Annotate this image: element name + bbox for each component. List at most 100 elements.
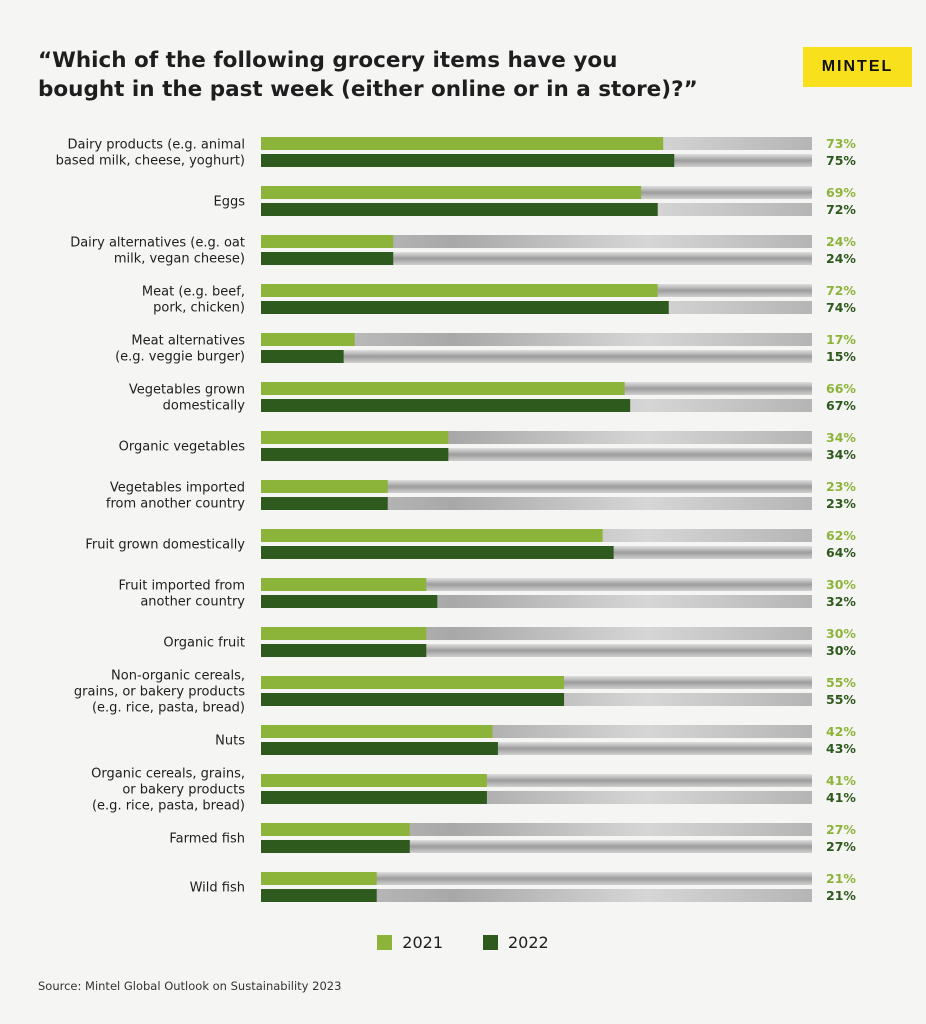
category-label-13: Organic cereals, grains, or bakery produc… (91, 767, 245, 814)
bar-track (261, 252, 812, 265)
bar-2022-14 (261, 840, 410, 853)
category-label-12: Nuts (215, 734, 245, 749)
category-label-3: Meat (e.g. beef, pork, chicken) (142, 285, 245, 316)
bar-2022-3 (261, 301, 669, 314)
bar-track (261, 872, 812, 885)
value-label-2022-9: 32% (826, 594, 856, 609)
value-label-2022-10: 30% (826, 643, 856, 658)
category-label-1: Eggs (214, 195, 246, 210)
bar-2022-13 (261, 791, 487, 804)
bar-2022-2 (261, 252, 394, 265)
value-label-2022-11: 55% (826, 692, 856, 707)
value-label-2021-13: 41% (826, 773, 856, 788)
bar-track (261, 333, 812, 346)
bar-2022-7 (261, 497, 388, 510)
category-label-8: Fruit grown domestically (85, 538, 245, 553)
bar-2021-12 (261, 725, 493, 738)
value-label-2021-3: 72% (826, 283, 856, 298)
bar-2022-6 (261, 448, 449, 461)
bar-2022-9 (261, 595, 438, 608)
bar-2021-15 (261, 872, 377, 885)
category-label-14: Farmed fish (169, 832, 245, 847)
category-label-7: Vegetables imported from another country (106, 481, 245, 512)
legend-item-2022: 2022 (483, 933, 549, 952)
value-label-2021-14: 27% (826, 822, 856, 837)
value-label-2021-9: 30% (826, 577, 856, 592)
value-label-2021-5: 66% (826, 381, 856, 396)
bar-2022-11 (261, 693, 565, 706)
value-label-2022-13: 41% (826, 790, 856, 805)
category-label-10: Organic fruit (163, 636, 245, 651)
bar-2022-4 (261, 350, 344, 363)
value-label-2022-14: 27% (826, 839, 856, 854)
mintel-logo: MINTEL (803, 47, 912, 87)
value-label-2022-3: 74% (826, 300, 856, 315)
value-label-2021-10: 30% (826, 626, 856, 641)
bar-track (261, 235, 812, 248)
bar-2021-4 (261, 333, 355, 346)
bar-2022-10 (261, 644, 427, 657)
bar-2021-2 (261, 235, 394, 248)
value-label-2022-4: 15% (826, 349, 856, 364)
value-label-2022-1: 72% (826, 202, 856, 217)
category-label-5: Vegetables grown domestically (129, 383, 245, 414)
value-label-2021-8: 62% (826, 528, 856, 543)
bar-2021-13 (261, 774, 487, 787)
value-label-2021-1: 69% (826, 185, 856, 200)
bar-2021-14 (261, 823, 410, 836)
bar-track (261, 350, 812, 363)
legend-label-2021: 2021 (402, 933, 443, 952)
bar-2022-15 (261, 889, 377, 902)
value-label-2021-6: 34% (826, 430, 856, 445)
value-label-2021-2: 24% (826, 234, 856, 249)
value-label-2022-15: 21% (826, 888, 856, 903)
bar-2022-8 (261, 546, 614, 559)
value-label-2022-7: 23% (826, 496, 856, 511)
bar-2021-6 (261, 431, 449, 444)
category-label-2: Dairy alternatives (e.g. oat milk, vegan … (70, 236, 245, 267)
bar-2021-0 (261, 137, 664, 150)
bar-track (261, 889, 812, 902)
category-label-0: Dairy products (e.g. animal based milk, c… (56, 138, 245, 169)
bar-2022-12 (261, 742, 498, 755)
legend: 2021 2022 (0, 933, 926, 952)
bar-2022-1 (261, 203, 658, 216)
value-label-2022-6: 34% (826, 447, 856, 462)
bar-2021-1 (261, 186, 642, 199)
category-label-9: Fruit imported from another country (118, 579, 245, 610)
value-label-2021-12: 42% (826, 724, 856, 739)
legend-swatch-2022 (483, 935, 498, 950)
source-note: Source: Mintel Global Outlook on Sustain… (38, 979, 342, 993)
value-label-2021-0: 73% (826, 136, 856, 151)
bar-track (261, 497, 812, 510)
bar-2021-9 (261, 578, 427, 591)
value-label-2022-2: 24% (826, 251, 856, 266)
chart-title: “Which of the following grocery items ha… (38, 48, 698, 102)
bar-2021-7 (261, 480, 388, 493)
value-label-2021-15: 21% (826, 871, 856, 886)
bar-2022-5 (261, 399, 631, 412)
legend-label-2022: 2022 (508, 933, 549, 952)
bar-chart: 73% 75% Dairy products (e.g. animal based m… (56, 136, 857, 903)
value-label-2022-5: 67% (826, 398, 856, 413)
legend-swatch-2021 (377, 935, 393, 950)
category-label-4: Meat alternatives (e.g. veggie burger) (115, 334, 245, 365)
value-label-2021-4: 17% (826, 332, 856, 347)
legend-item-2021: 2021 (377, 933, 443, 952)
category-label-15: Wild fish (190, 881, 245, 896)
value-label-2021-7: 23% (826, 479, 856, 494)
bar-2021-3 (261, 284, 658, 297)
value-label-2022-0: 75% (826, 153, 856, 168)
value-label-2022-8: 64% (826, 545, 856, 560)
bar-2022-0 (261, 154, 675, 167)
value-label-2022-12: 43% (826, 741, 856, 756)
bar-track (261, 480, 812, 493)
value-label-2021-11: 55% (826, 675, 856, 690)
bar-2021-8 (261, 529, 603, 542)
grocery-photo-background (261, 137, 812, 902)
bar-2021-10 (261, 627, 427, 640)
bar-2021-11 (261, 676, 565, 689)
category-label-6: Organic vegetables (119, 440, 246, 455)
category-label-11: Non-organic cereals, grains, or bakery pr… (74, 669, 245, 716)
bar-2021-5 (261, 382, 625, 395)
